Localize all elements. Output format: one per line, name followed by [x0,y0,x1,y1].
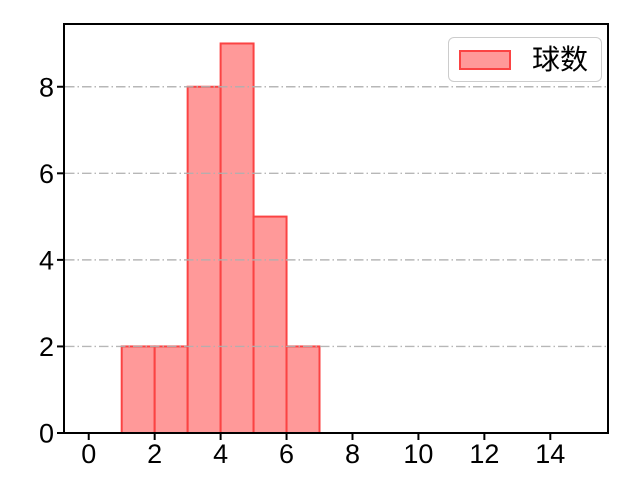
histogram-bar [120,345,156,434]
histogram-bar [219,42,255,434]
legend-swatch [459,49,511,70]
x-tick-label: 14 [535,439,565,469]
y-tick-label: 4 [39,245,54,275]
x-tick-label: 10 [403,439,433,469]
x-tick-label: 0 [81,439,96,469]
legend: 球数 [448,37,602,82]
axes-spines [63,23,609,434]
x-tick-label: 12 [469,439,499,469]
x-tick-label: 2 [147,439,162,469]
y-tick-label: 0 [39,419,54,449]
histogram-bar [285,345,321,434]
histogram-bar [252,215,288,434]
x-tick-label: 8 [345,439,360,469]
x-tick-label: 4 [213,439,228,469]
y-tick-label: 8 [39,72,54,102]
x-tick-label: 6 [279,439,294,469]
y-tick-label: 2 [39,332,54,362]
histogram-bar [153,345,189,434]
y-tick-label: 6 [39,159,54,189]
legend-label: 球数 [532,42,589,76]
